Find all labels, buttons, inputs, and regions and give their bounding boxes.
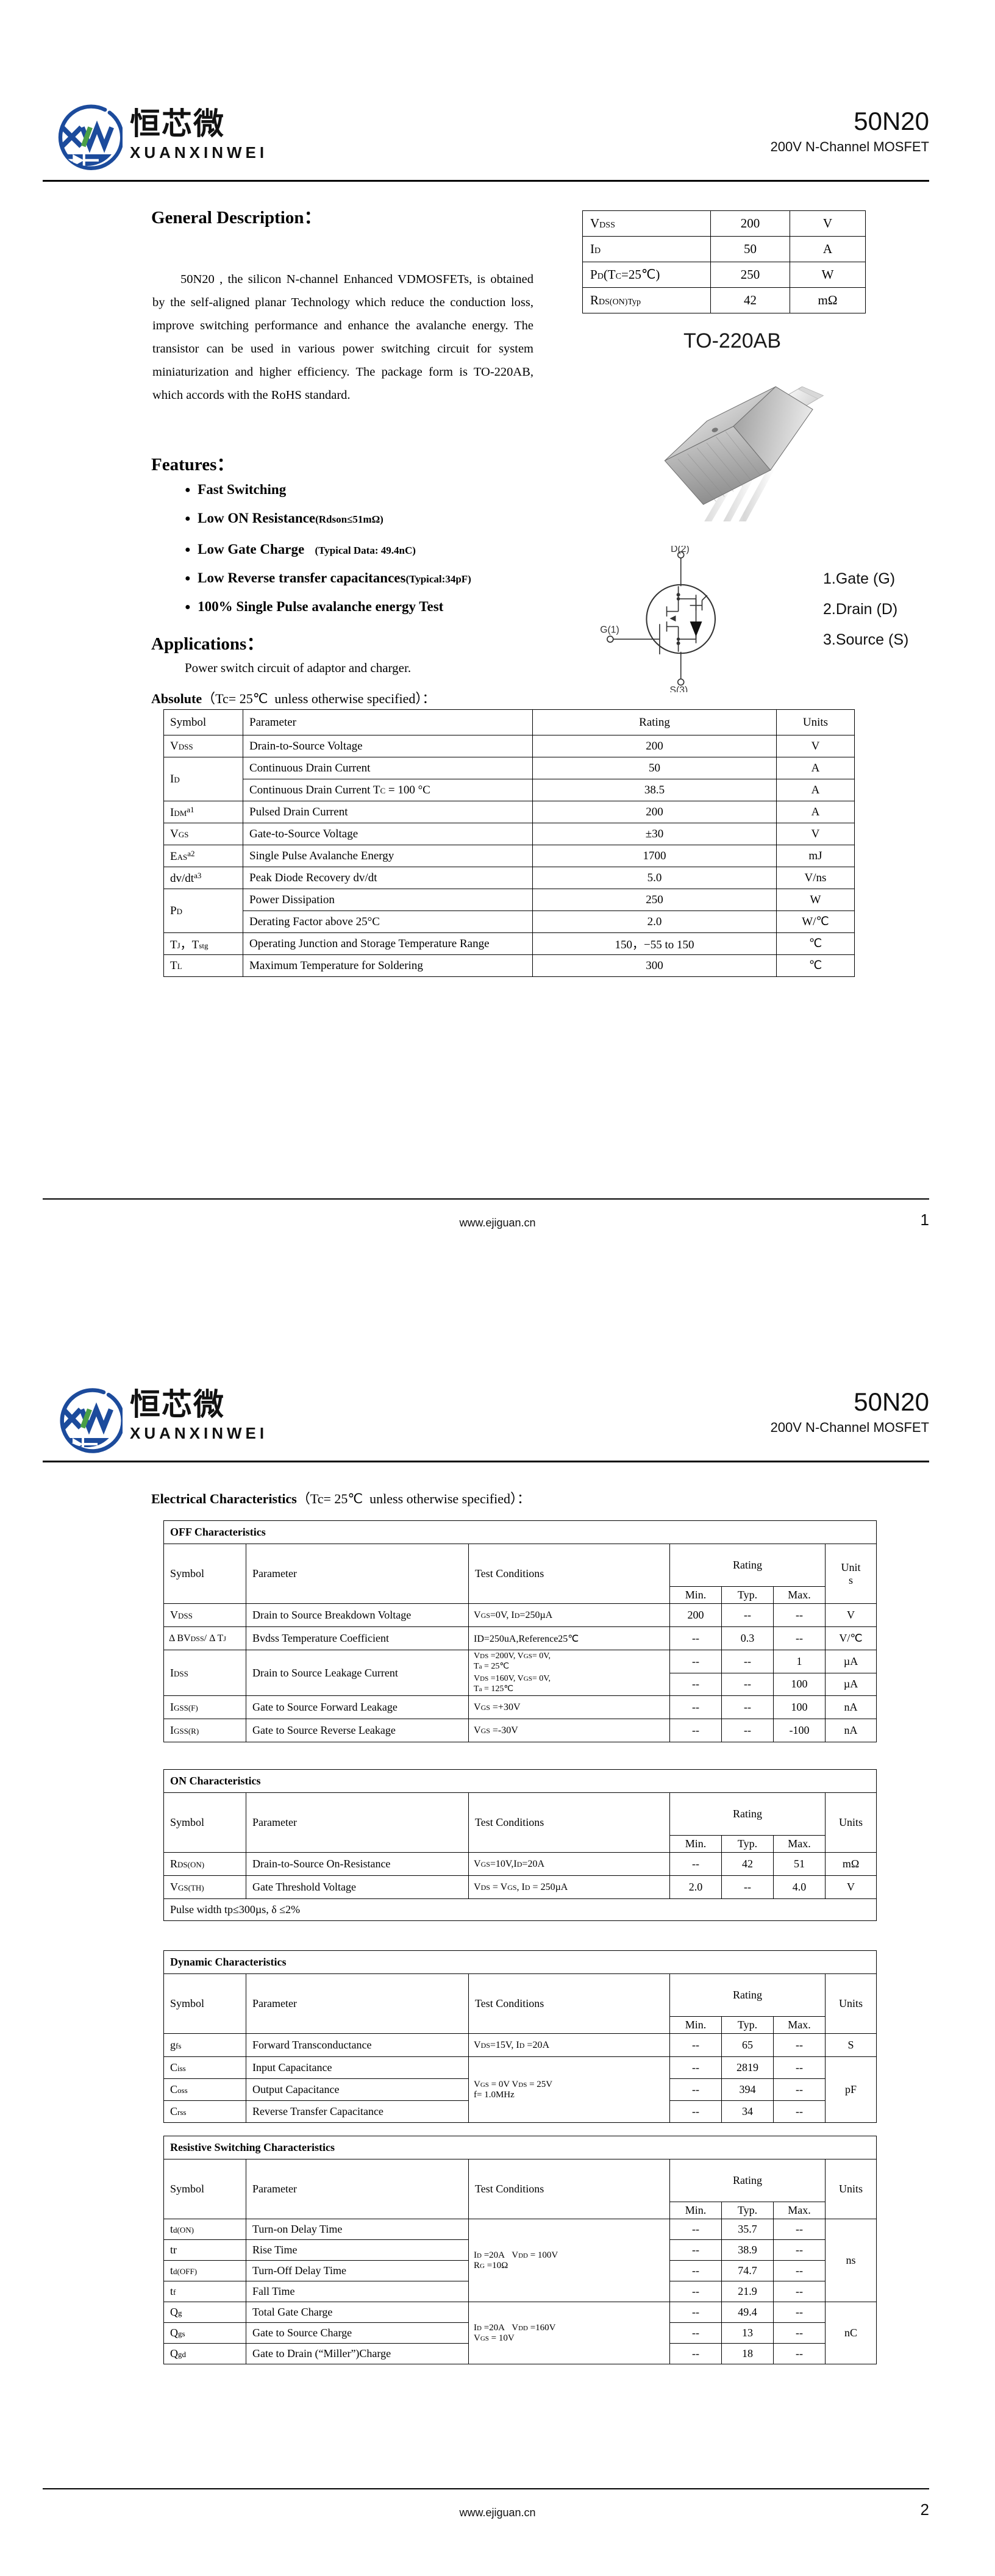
svg-text:D(2): D(2) xyxy=(671,546,690,554)
svg-text:G(1): G(1) xyxy=(600,624,619,635)
